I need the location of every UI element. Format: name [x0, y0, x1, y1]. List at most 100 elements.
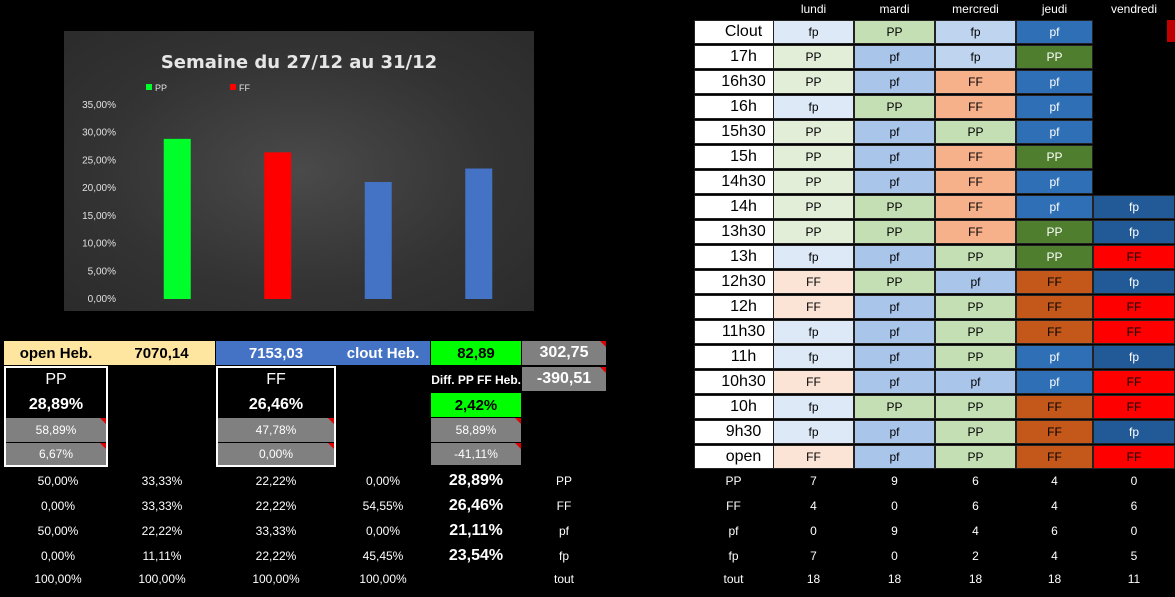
stats-cell: tout — [553, 572, 574, 586]
schedule-cell[interactable]: pf — [854, 120, 935, 144]
schedule-cell[interactable]: pf — [854, 170, 935, 194]
schedule-cell[interactable]: FF — [935, 195, 1016, 219]
count-cell: 4 — [972, 524, 979, 538]
schedule-cell[interactable]: FF — [1016, 295, 1093, 319]
stats-cell: 22,22% — [255, 474, 297, 488]
schedule-cell[interactable]: PP — [854, 220, 935, 244]
schedule-cell[interactable]: pf — [854, 420, 935, 444]
stats-cell: 0,00% — [365, 524, 401, 538]
schedule-cell[interactable]: pf — [1016, 20, 1093, 44]
schedule-cell[interactable]: FF — [1093, 245, 1175, 269]
stats-cell: 28,89% — [448, 472, 504, 489]
schedule-cell[interactable]: fp — [1093, 420, 1175, 444]
pp-label: PP — [45, 371, 67, 388]
schedule-cell[interactable]: FF — [935, 95, 1016, 119]
schedule-cell[interactable]: PP — [773, 45, 854, 69]
schedule-cell[interactable]: FF — [935, 220, 1016, 244]
stats-cell — [431, 568, 521, 590]
chart-canvas: 0,00% 5,00% 10,00% 15,00% 20,00% 25,00% 30,00%… — [82, 83, 493, 305]
schedule-cell[interactable]: fp — [773, 420, 854, 444]
schedule-cell[interactable]: FF — [1093, 445, 1175, 469]
schedule-cell[interactable]: pf — [854, 320, 935, 344]
schedule-cell[interactable]: FF — [773, 295, 854, 319]
schedule-cell[interactable]: pf — [854, 345, 935, 369]
schedule-cell[interactable]: PP — [773, 70, 854, 94]
schedule-cell[interactable]: FF — [1016, 270, 1093, 294]
schedule-cell[interactable]: pf — [854, 245, 935, 269]
schedule-cell[interactable]: FF — [1093, 295, 1175, 319]
schedule-cell[interactable]: PP — [854, 20, 935, 44]
count-cell: 9 — [891, 474, 898, 488]
schedule-cell[interactable]: pf — [1016, 370, 1093, 394]
schedule-cell[interactable]: FF — [1016, 320, 1093, 344]
schedule-cell[interactable]: PP — [935, 120, 1016, 144]
schedule-cell[interactable]: PP — [935, 395, 1016, 419]
schedule-cell[interactable]: PP — [1016, 45, 1093, 69]
schedule-cell[interactable]: FF — [1093, 395, 1175, 419]
schedule-cell[interactable]: PP — [935, 295, 1016, 319]
schedule-cell[interactable]: pf — [854, 45, 935, 69]
schedule-cell[interactable]: fp — [1093, 345, 1175, 369]
schedule-cell[interactable]: FF — [1016, 395, 1093, 419]
schedule-cell[interactable]: FF — [773, 270, 854, 294]
schedule-cell[interactable]: fp — [1093, 195, 1175, 219]
schedule-cell[interactable]: FF — [935, 70, 1016, 94]
schedule-cell[interactable]: PP — [854, 195, 935, 219]
schedule-cell[interactable]: PP — [1016, 220, 1093, 244]
schedule-cell[interactable]: fp — [773, 95, 854, 119]
schedule-cell[interactable]: PP — [1016, 245, 1093, 269]
schedule-cell[interactable]: FF — [1016, 445, 1093, 469]
schedule-cell[interactable]: PP — [1016, 145, 1093, 169]
stats-cell: 22,22% — [255, 549, 297, 563]
schedule-cell[interactable]: FF — [1016, 420, 1093, 444]
schedule-cell[interactable]: PP — [854, 270, 935, 294]
schedule-cell[interactable]: FF — [1093, 370, 1175, 394]
schedule-cell[interactable]: fp — [1093, 220, 1175, 244]
schedule-cell[interactable]: pf — [1016, 120, 1093, 144]
schedule-cell[interactable]: FF — [935, 145, 1016, 169]
schedule-cell[interactable]: FF — [935, 170, 1016, 194]
schedule-cell[interactable]: PP — [773, 195, 854, 219]
schedule-cell[interactable]: fp — [773, 245, 854, 269]
schedule-cell[interactable]: PP — [935, 420, 1016, 444]
schedule-cell[interactable]: pf — [854, 70, 935, 94]
schedule-cell[interactable]: pf — [1016, 95, 1093, 119]
y-tick-label: 25,00% — [82, 155, 116, 166]
schedule-cell[interactable]: fp — [773, 345, 854, 369]
schedule-cell[interactable]: PP — [854, 95, 935, 119]
schedule-cell[interactable]: pf — [935, 270, 1016, 294]
open-heb-label: open Heb. — [4, 341, 108, 365]
schedule-cell[interactable]: pf — [1016, 170, 1093, 194]
schedule-cell[interactable]: pf — [1016, 70, 1093, 94]
schedule-cell[interactable]: pf — [1016, 345, 1093, 369]
stats-cell: 50,00% — [37, 474, 79, 488]
schedule-cell[interactable]: fp — [935, 45, 1016, 69]
schedule-cell[interactable]: FF — [1093, 320, 1175, 344]
schedule-cell[interactable]: fp — [773, 20, 854, 44]
schedule-cell[interactable]: pf — [854, 145, 935, 169]
schedule-cell[interactable]: PP — [773, 145, 854, 169]
schedule-cell[interactable]: PP — [935, 345, 1016, 369]
schedule-cell[interactable]: fp — [1093, 270, 1175, 294]
schedule-cell[interactable]: PP — [773, 120, 854, 144]
schedule-cell[interactable]: FF — [773, 370, 854, 394]
schedule-cell[interactable]: pf — [854, 445, 935, 469]
schedule-cell[interactable]: pf — [854, 295, 935, 319]
schedule-cell[interactable]: fp — [773, 395, 854, 419]
schedule-cell[interactable]: PP — [935, 245, 1016, 269]
schedule-cell[interactable]: FF — [773, 445, 854, 469]
schedule-cell[interactable]: fp — [935, 20, 1016, 44]
schedule-cell[interactable]: PP — [773, 220, 854, 244]
day-header: vendredi — [1110, 2, 1158, 16]
y-tick-label: 10,00% — [82, 239, 116, 250]
schedule-cell[interactable]: pf — [854, 370, 935, 394]
schedule-cell[interactable]: pf — [1016, 195, 1093, 219]
count-cell: 18 — [1047, 572, 1062, 586]
schedule-cell[interactable]: PP — [773, 170, 854, 194]
schedule-cell[interactable]: PP — [935, 445, 1016, 469]
schedule-cell[interactable]: PP — [935, 320, 1016, 344]
schedule-cell[interactable]: pf — [935, 370, 1016, 394]
stats-cell: 33,33% — [255, 524, 297, 538]
schedule-cell[interactable]: PP — [854, 395, 935, 419]
schedule-cell[interactable]: fp — [773, 320, 854, 344]
